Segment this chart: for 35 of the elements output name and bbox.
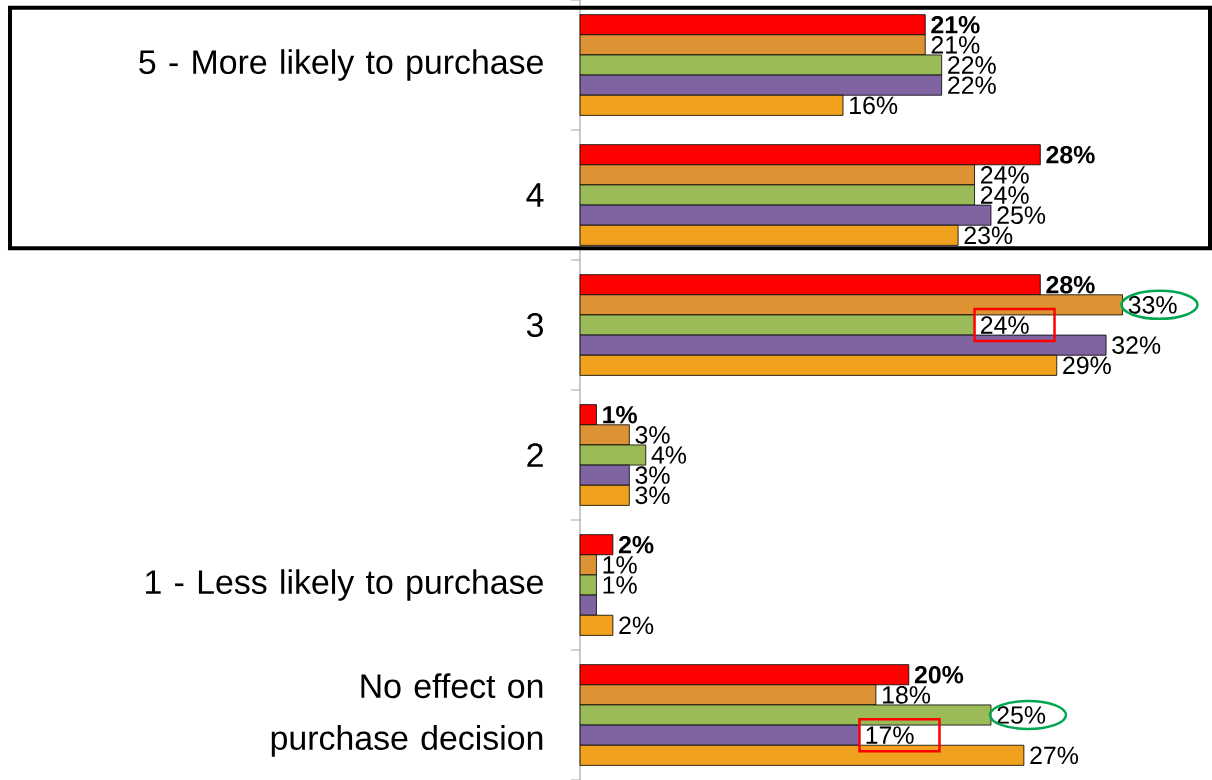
data-label: 29% (1063, 356, 1111, 375)
data-label: 1% (603, 576, 637, 594)
data-label: 23% (964, 226, 1013, 245)
data-label: 33% (1128, 296, 1177, 314)
data-label: 3% (635, 466, 670, 484)
data-label: 28% (1046, 275, 1095, 294)
data-label: 16% (850, 96, 898, 115)
y-tick-label: 1 - Less likely to purchase (146, 569, 543, 601)
data-label: 22% (948, 76, 996, 94)
data-label: 24% (980, 186, 1029, 204)
data-label: 25% (997, 706, 1046, 724)
data-label: 3% (635, 486, 670, 505)
data-label: 4% (651, 446, 687, 464)
data-label: 2% (619, 616, 654, 635)
data-label: 21% (931, 15, 980, 34)
data-label: 1% (603, 556, 637, 574)
data-label: 1% (603, 405, 637, 424)
y-tick-label: No effect on purchase decision (271, 673, 543, 757)
data-label: 25% (997, 206, 1046, 224)
data-label: 20% (914, 665, 964, 684)
data-label: 27% (1030, 746, 1079, 765)
data-label: 21% (931, 36, 980, 54)
y-tick-label: 4 (526, 183, 544, 207)
data-label: 17% (866, 726, 914, 744)
y-tick-label: 5 - More likely to purchase (139, 49, 543, 81)
data-label: 32% (1112, 336, 1161, 354)
data-label: 2% (618, 535, 654, 554)
data-label: 24% (980, 166, 1029, 184)
data-label: 22% (948, 56, 996, 74)
data-label: 3% (635, 426, 670, 444)
y-tick-label: 3 (526, 313, 543, 337)
data-label: 24% (980, 316, 1029, 334)
data-label: 18% (883, 686, 931, 704)
data-label: 28% (1046, 145, 1095, 164)
y-tick-label: 2 (527, 443, 543, 467)
